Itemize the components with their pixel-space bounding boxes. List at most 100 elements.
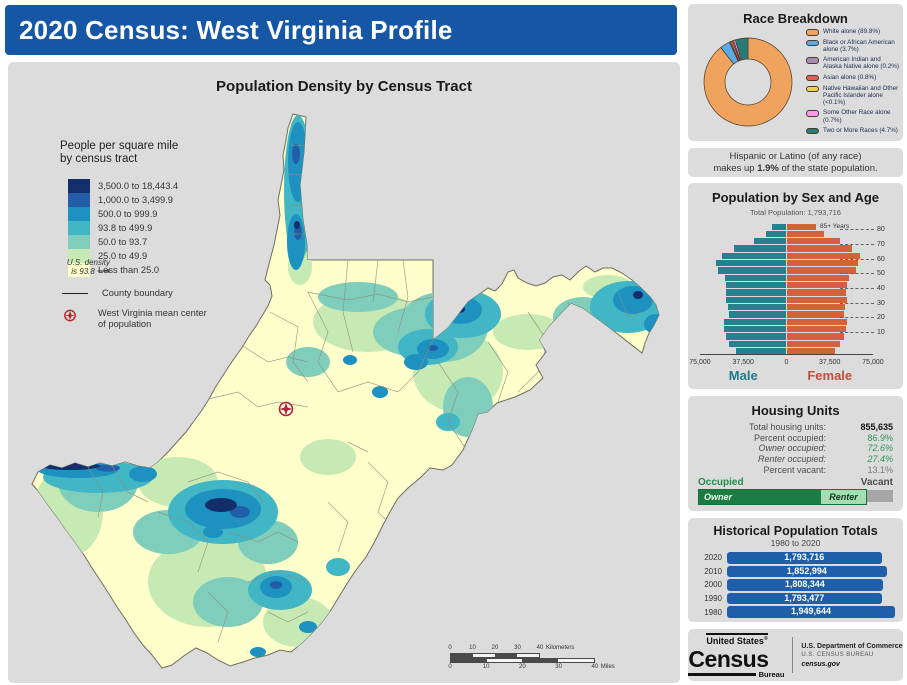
female-bar [787,340,841,348]
race-legend-item: Some Other Race alone (0.7%) [806,109,900,124]
page-title: 2020 Census: West Virginia Profile [19,14,453,45]
donut-slice [703,37,793,127]
density-swatch [68,263,90,277]
male-bar [726,289,786,296]
historical-row: 2020 1,793,716 [696,551,895,565]
housing-stat-value: 72.6% [867,443,893,454]
race-title: Race Breakdown [743,11,848,26]
mean-center-label: West Virginia mean center of population [98,308,207,329]
housing-stat-row: Renter occupied: 27.4% [698,454,893,465]
pyramid-row [700,333,873,340]
pyramid-x-tick: 75,000 [689,359,711,366]
pyramid-row [700,260,873,267]
housing-occupancy-bar: Owner Renter [698,489,893,505]
pyramid-row [700,252,873,260]
mi-unit-label: Miles [600,664,615,670]
density-swatch [68,235,90,249]
female-bar [787,252,860,260]
density-class-label: 50.0 to 93.7 [98,237,148,247]
density-swatch [68,249,90,263]
pyramid-row [700,289,873,296]
housing-stat-value: 855,635 [860,422,893,433]
female-bar [787,318,847,326]
female-axis-label: Female [807,368,853,383]
male-bar [724,274,786,282]
mean-center-legend-item: West Virginia mean center of population [60,308,250,329]
km-tick-label: 0 [448,645,452,651]
historical-bar: 1,793,716 [727,552,882,564]
pyramid-row [700,311,873,318]
county-boundary-legend-item: County boundary [60,286,250,300]
pyramid-bars [700,223,873,355]
pyramid-row [700,340,873,348]
male-bar [766,230,786,238]
historical-title: Historical Population Totals [713,524,878,538]
density-class-row: 500.0 to 999.9 [68,207,250,221]
race-label: Native Hawaiian and Other Pacific Island… [823,84,899,106]
historical-year-label: 2020 [704,553,722,563]
housing-stat-label: Percent vacant: [763,464,826,475]
historical-bar-track: 1,808,344 [727,579,895,591]
housing-title: Housing Units [751,403,840,418]
historical-bar: 1,852,994 [727,565,887,578]
density-swatch [68,221,90,235]
density-class-label: 93.8 to 499.9 [98,223,153,233]
scale-bar-segments [450,658,595,663]
male-bar [729,340,786,348]
male-bar [733,245,786,252]
female-bar [787,282,848,289]
race-legend-item: Native Hawaiian and Other Pacific Island… [806,85,900,107]
race-swatch [806,85,819,93]
historical-row: 1990 1,793,477 [696,592,895,606]
housing-stat-row: Percent vacant: 13.1% [698,464,893,475]
dept-of-commerce: U.S. Department of Commerce [801,642,903,650]
race-legend-item: American Indian and Alaska Native alone … [806,56,900,70]
vacant-segment [867,490,893,502]
us-density-annotation: U.S. density is 93.8 ⟶ [66,258,110,276]
housing-stat-label: Renter occupied: [757,454,826,465]
race-legend-item: White alone (89.8%) [806,28,900,36]
male-bar [723,326,786,333]
km-tick-label: 20 [491,645,499,651]
density-class-row: Less than 25.0 [68,263,250,277]
owner-segment: Owner [699,490,821,504]
female-bar [787,333,845,340]
housing-stats-list: Total housing units: 855,635 Percent occup… [698,422,893,475]
male-bar [723,318,786,326]
census-bureau-footer: United States® Census Bureau U.S. Depart… [688,629,903,681]
housing-stat-value: 86.9% [867,432,893,443]
race-swatch [806,110,819,117]
census-gov-link[interactable]: census.gov [801,660,840,668]
pyramid-row [700,282,873,289]
historical-bar: 1,793,477 [727,592,882,605]
header-banner: 2020 Census: West Virginia Profile [5,5,677,55]
occupied-segment: Owner Renter [698,489,868,505]
race-label: Some Other Race alone (0.7%) [823,109,891,124]
density-class-row: 50.0 to 93.7 [68,235,250,249]
historical-subtitle: 1980 to 2020 [770,538,821,548]
west-virginia-choropleth-map [31,113,660,669]
density-class-row: 3,500.0 to 18,443.4 [68,179,250,193]
male-bar [726,333,786,340]
footer-agency-text: U.S. Department of Commerce U.S. CENSUS … [801,642,902,669]
historical-population-panel: Historical Population Totals 1980 to 202… [688,518,903,622]
density-class-list: 3,500.0 to 18,443.4 1,000.0 to 3,499.9 500… [68,179,250,277]
male-bar [753,238,786,245]
census-logo: United States® Census Bureau [688,631,784,679]
pyramid-row [700,245,873,252]
renter-segment: Renter [829,492,858,502]
historical-row: 1980 1,949,644 [696,605,895,619]
density-swatch [68,193,90,207]
pyramid-row [700,238,873,245]
us-census-bureau: U.S. CENSUS BUREAU [801,651,874,658]
pyramid-row [700,274,873,282]
male-bar [735,348,786,355]
mi-tick-label: 20 [519,664,526,670]
mi-tick-label: 0 [448,664,452,670]
pyramid-row [700,296,873,304]
race-swatch [806,74,819,82]
race-label: Asian alone (0.8%) [823,73,877,81]
hispanic-note-line2: makes up 1.9% of the state population. [713,162,878,174]
female-bar [787,296,847,304]
female-bar [787,267,856,274]
